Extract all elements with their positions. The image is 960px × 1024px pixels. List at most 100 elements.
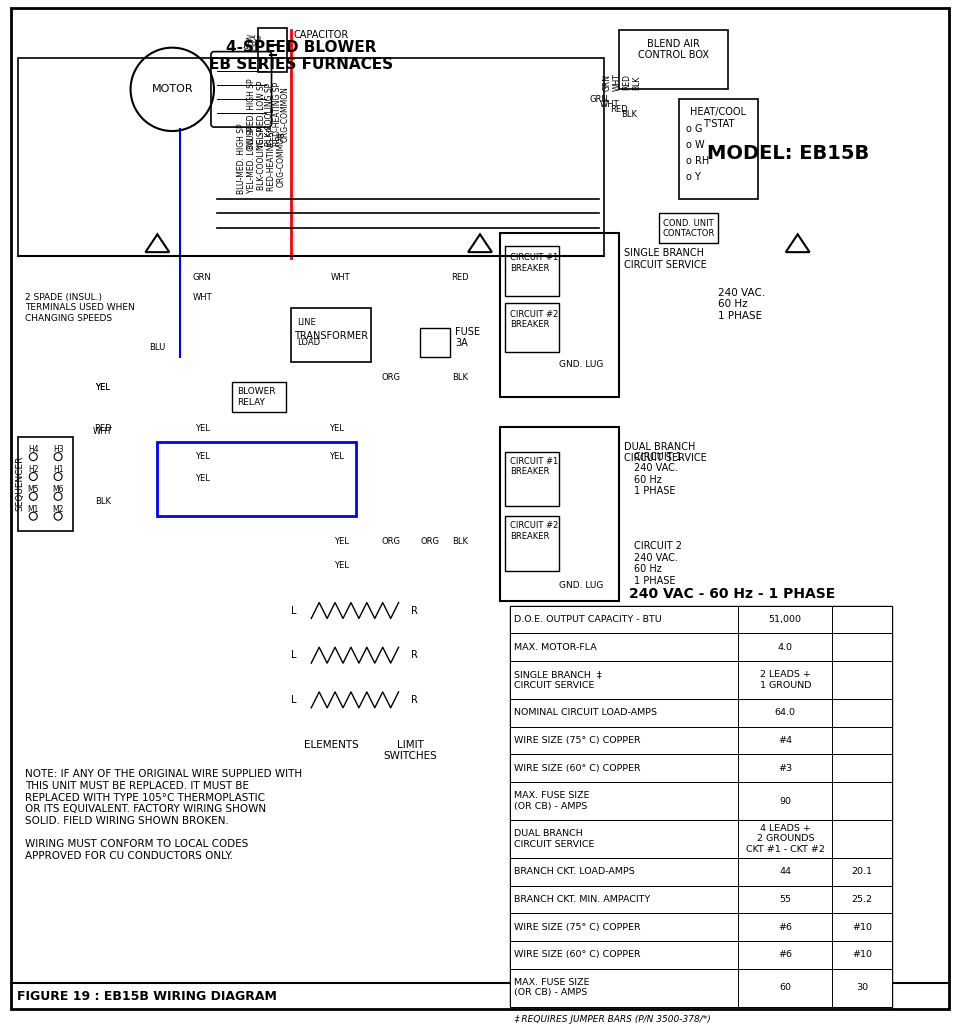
Text: ORG: ORG (252, 33, 264, 51)
Text: M1: M1 (28, 505, 39, 514)
Text: #4: #4 (779, 736, 792, 745)
Text: 44: 44 (780, 867, 791, 877)
Text: M5: M5 (28, 485, 39, 494)
Text: NOMINAL CIRCUIT LOAD-AMPS: NOMINAL CIRCUIT LOAD-AMPS (514, 709, 657, 717)
Text: 90: 90 (780, 797, 791, 806)
Text: ‡ REQUIRES JUMPER BARS (P/N 3500-378/*): ‡ REQUIRES JUMPER BARS (P/N 3500-378/*) (514, 1015, 710, 1024)
Text: COND. UNIT
CONTACTOR: COND. UNIT CONTACTOR (662, 219, 714, 238)
Bar (510, 634, 892, 662)
Text: FIGURE 19 : EB15B WIRING DIAGRAM: FIGURE 19 : EB15B WIRING DIAGRAM (17, 990, 277, 1004)
Text: ELEMENTS: ELEMENTS (303, 739, 358, 750)
Text: CIRCUIT #1
BREAKER: CIRCUIT #1 BREAKER (510, 457, 558, 476)
Text: BLEND AIR
CONTROL BOX: BLEND AIR CONTROL BOX (638, 39, 709, 60)
Text: 51,000: 51,000 (769, 615, 802, 624)
Text: BLU: BLU (149, 343, 165, 352)
Text: GND. LUG: GND. LUG (560, 359, 604, 369)
Text: BLOWER
RELAY: BLOWER RELAY (237, 387, 276, 407)
Text: H1: H1 (53, 465, 63, 474)
Text: H3: H3 (53, 445, 63, 455)
Text: BLK: BLK (95, 497, 110, 506)
Text: RED-HEATING SP: RED-HEATING SP (273, 82, 281, 146)
Bar (510, 755, 892, 782)
Text: M2: M2 (53, 505, 63, 514)
Bar (510, 858, 892, 886)
Text: YEL: YEL (328, 453, 344, 461)
Text: 60: 60 (780, 983, 791, 992)
Bar (510, 698, 892, 727)
Text: L: L (291, 605, 297, 615)
Text: MAX. FUSE SIZE
(OR CB) - AMPS: MAX. FUSE SIZE (OR CB) - AMPS (514, 978, 589, 997)
Text: H2: H2 (28, 465, 38, 474)
Bar (420, 328, 450, 357)
Text: 2 LEADS +
1 GROUND: 2 LEADS + 1 GROUND (759, 671, 811, 690)
Bar (505, 452, 560, 506)
Text: #3: #3 (779, 764, 792, 773)
Text: SEQUENCER: SEQUENCER (15, 456, 24, 511)
Text: RED: RED (611, 104, 628, 114)
Bar (510, 782, 892, 820)
Text: R: R (411, 650, 418, 660)
Text: BLK-COOLING SP: BLK-COOLING SP (257, 127, 266, 190)
Text: MOTOR: MOTOR (152, 84, 193, 94)
Text: M6: M6 (53, 485, 64, 494)
Text: #10: #10 (852, 923, 873, 932)
Text: GRN: GRN (603, 74, 612, 91)
Bar (510, 886, 892, 913)
Text: WIRE SIZE (60° C) COPPER: WIRE SIZE (60° C) COPPER (514, 764, 640, 773)
Text: L: L (291, 695, 297, 705)
Bar (292, 308, 371, 362)
Bar (257, 28, 287, 73)
Text: #10: #10 (852, 950, 873, 959)
Text: 4-SPEED BLOWER
EB SERIES FURNACES: 4-SPEED BLOWER EB SERIES FURNACES (209, 40, 394, 72)
Text: BLK: BLK (452, 373, 468, 382)
Bar (510, 913, 892, 941)
Text: BLK: BLK (621, 110, 636, 119)
Text: FUSE
3A: FUSE 3A (455, 327, 480, 348)
Text: WHT: WHT (192, 293, 212, 302)
Text: #6: #6 (779, 950, 792, 959)
Text: CAPACITOR: CAPACITOR (294, 30, 348, 40)
Text: BLK: BLK (633, 75, 641, 89)
Text: 2 SPADE (INSUL.)
TERMINALS USED WHEN
CHANGING SPEEDS: 2 SPADE (INSUL.) TERMINALS USED WHEN CHA… (25, 293, 135, 323)
Text: YEL: YEL (195, 453, 209, 461)
Bar (510, 662, 892, 698)
Text: ORG: ORG (381, 373, 400, 382)
Bar (679, 99, 758, 199)
Text: CIRCUIT 2
240 VAC.
60 Hz
1 PHASE: CIRCUIT 2 240 VAC. 60 Hz 1 PHASE (634, 541, 682, 586)
Text: YEL: YEL (195, 424, 209, 433)
Bar (510, 820, 892, 858)
Text: o G: o G (686, 124, 703, 134)
Text: DUAL BRANCH
CIRCUIT SERVICE: DUAL BRANCH CIRCUIT SERVICE (514, 829, 594, 849)
Text: CIRCUIT #2
BREAKER: CIRCUIT #2 BREAKER (510, 521, 558, 541)
Text: o Y: o Y (686, 172, 702, 181)
Text: GRN: GRN (193, 273, 211, 283)
Text: NOTE: IF ANY OF THE ORIGINAL WIRE SUPPLIED WITH
THIS UNIT MUST BE REPLACED. IT M: NOTE: IF ANY OF THE ORIGINAL WIRE SUPPLI… (25, 769, 302, 860)
Bar (510, 969, 892, 1007)
Text: BLU-MED. HIGH SP: BLU-MED. HIGH SP (237, 124, 247, 195)
Bar (500, 233, 619, 397)
Text: 55: 55 (780, 895, 791, 904)
Bar (505, 246, 560, 296)
Bar (510, 941, 892, 969)
Bar (505, 516, 560, 570)
Bar (231, 382, 286, 412)
Bar (510, 727, 892, 755)
Text: CIRCUIT #1
BREAKER: CIRCUIT #1 BREAKER (510, 253, 558, 272)
Bar (510, 605, 892, 634)
Text: MODEL: EB15B: MODEL: EB15B (707, 144, 869, 164)
Bar (619, 30, 729, 89)
Text: WHT: WHT (93, 427, 112, 436)
Text: R: R (411, 605, 418, 615)
Text: RED: RED (94, 424, 111, 433)
Text: CIRCUIT 1
240 VAC.
60 Hz
1 PHASE: CIRCUIT 1 240 VAC. 60 Hz 1 PHASE (634, 452, 682, 497)
Text: YEL: YEL (95, 383, 110, 391)
Text: BLK-COOLING SP: BLK-COOLING SP (265, 83, 274, 145)
Text: WHT: WHT (331, 273, 350, 283)
Text: BLK: BLK (452, 537, 468, 546)
Text: DUAL BRANCH
CIRCUIT SERVICE: DUAL BRANCH CIRCUIT SERVICE (624, 441, 707, 463)
Text: #6: #6 (779, 923, 792, 932)
Text: D.O.E. OUTPUT CAPACITY - BTU: D.O.E. OUTPUT CAPACITY - BTU (514, 615, 661, 624)
Bar (157, 441, 356, 516)
Text: YEL: YEL (333, 561, 348, 570)
Text: WIRE SIZE (75° C) COPPER: WIRE SIZE (75° C) COPPER (514, 923, 640, 932)
